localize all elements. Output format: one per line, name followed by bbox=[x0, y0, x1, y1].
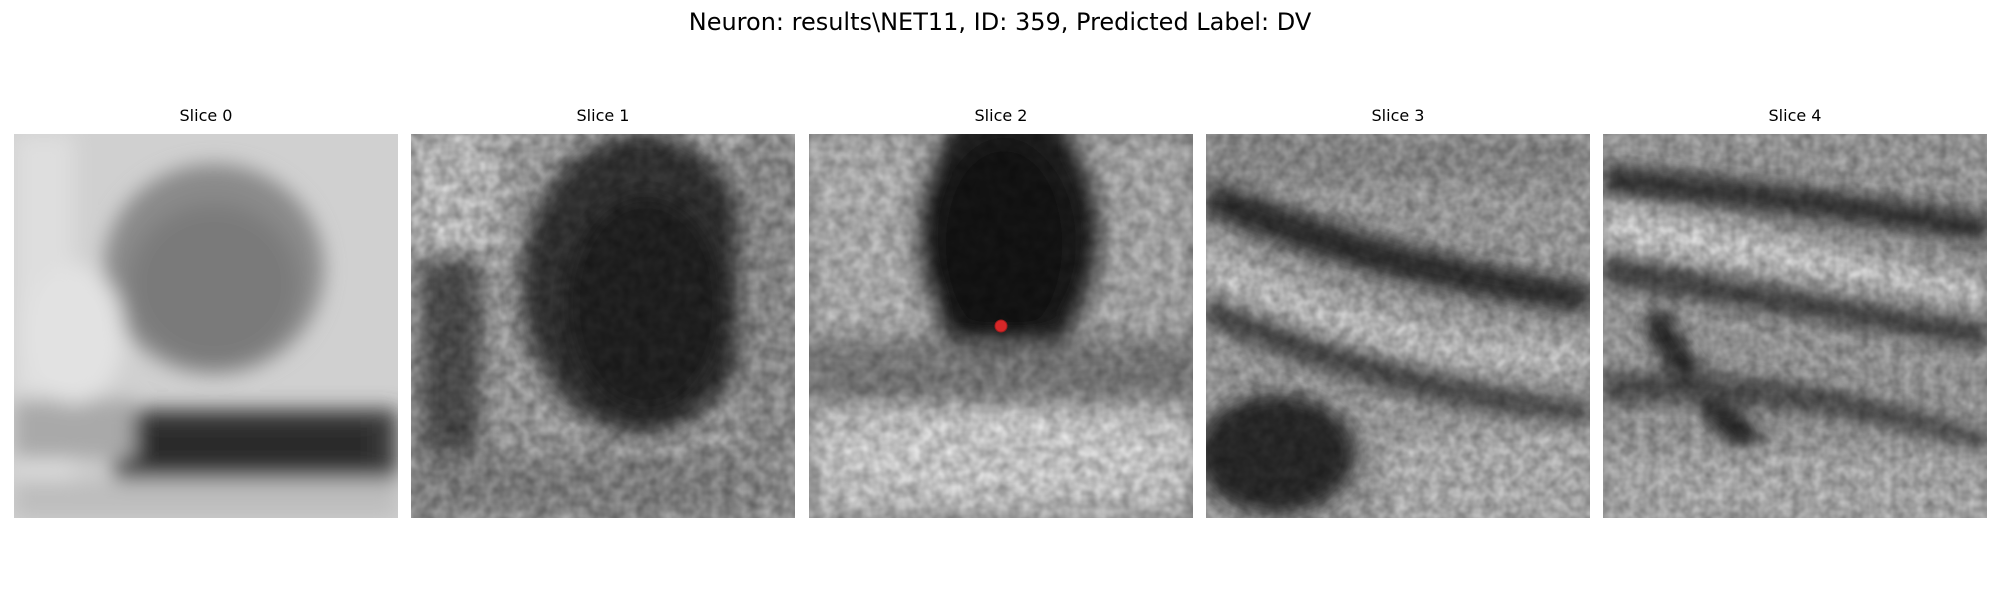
slice-2-image bbox=[809, 134, 1193, 518]
panel-title-slice-0: Slice 0 bbox=[179, 106, 233, 125]
slice-1-image bbox=[411, 134, 795, 518]
slice-3-image bbox=[1206, 134, 1590, 518]
slice-4-image bbox=[1603, 134, 1987, 518]
slice-0-image bbox=[14, 134, 398, 518]
panel-title-slice-4: Slice 4 bbox=[1768, 106, 1822, 125]
panel-title-slice-3: Slice 3 bbox=[1371, 106, 1425, 125]
panel-title-slice-2: Slice 2 bbox=[974, 106, 1028, 125]
marker-dot bbox=[994, 319, 1008, 333]
panel-title-slice-1: Slice 1 bbox=[576, 106, 630, 125]
figure-title: Neuron: results\NET11, ID: 359, Predicte… bbox=[688, 8, 1312, 36]
predicted-point-marker bbox=[994, 319, 1008, 333]
